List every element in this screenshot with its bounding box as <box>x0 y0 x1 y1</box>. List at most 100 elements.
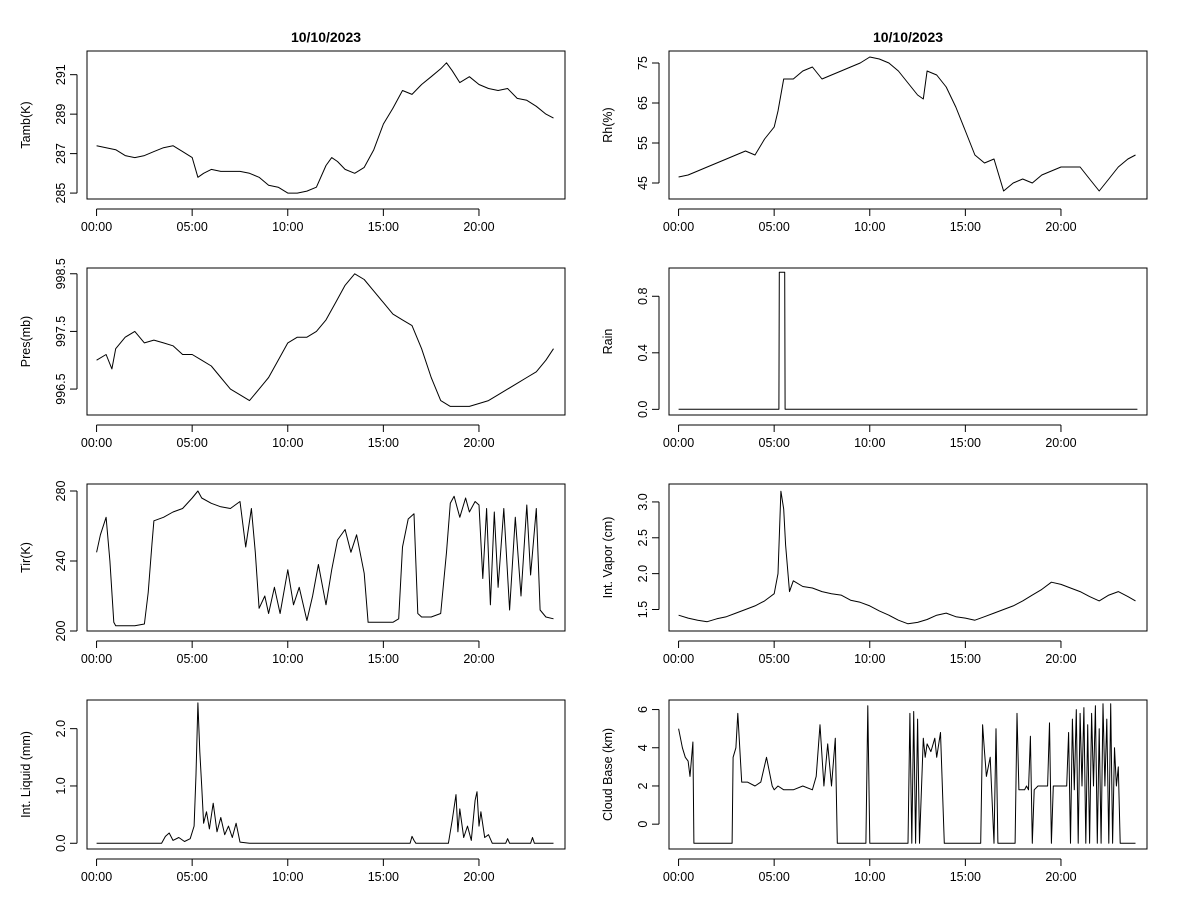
y-tick-label: 0.0 <box>54 835 68 852</box>
data-point <box>484 837 485 838</box>
data-point <box>532 837 533 838</box>
data-point <box>984 751 985 752</box>
x-tick-label: 00:00 <box>81 436 112 450</box>
data-point <box>459 517 460 518</box>
data-point <box>927 619 928 620</box>
x-tick-label: 05:00 <box>177 220 208 234</box>
data-point <box>113 622 114 623</box>
series-line-tir <box>96 490 554 627</box>
x-tick-label: 00:00 <box>663 870 694 884</box>
data-point <box>125 337 126 338</box>
data-point <box>1102 703 1103 704</box>
data-point <box>331 569 332 570</box>
x-tick-label: 15:00 <box>368 220 399 234</box>
data-point <box>785 544 786 545</box>
x-tick-label: 05:00 <box>759 220 790 234</box>
data-point <box>203 173 204 174</box>
data-point <box>431 76 432 77</box>
data-point <box>783 509 784 510</box>
y-tick-label: 0.8 <box>636 288 650 305</box>
x-tick-label: 20:00 <box>463 652 494 666</box>
data-point <box>220 817 221 818</box>
data-point <box>125 155 126 156</box>
data-point <box>888 62 889 63</box>
y-tick-label: 55 <box>636 136 650 150</box>
data-point <box>106 517 107 518</box>
data-point <box>398 618 399 619</box>
data-point <box>1099 600 1100 601</box>
data-point <box>478 403 479 404</box>
data-point <box>421 84 422 85</box>
data-point <box>732 843 733 844</box>
data-point <box>354 173 355 174</box>
data-point <box>802 70 803 71</box>
data-point <box>1047 785 1048 786</box>
data-point <box>230 389 231 390</box>
data-point <box>356 534 357 535</box>
data-point <box>1108 843 1109 844</box>
data-point <box>316 331 317 332</box>
x-tick-label: 10:00 <box>854 436 885 450</box>
data-point <box>172 511 173 512</box>
data-point <box>230 171 231 172</box>
data-point <box>1112 843 1113 844</box>
data-point <box>446 552 447 553</box>
data-point <box>1097 843 1098 844</box>
x-tick-label: 10:00 <box>272 436 303 450</box>
data-point <box>402 319 403 320</box>
y-axis-label: Int. Vapor (cm) <box>601 517 615 599</box>
x-tick-label: 20:00 <box>463 870 494 884</box>
data-point <box>224 834 225 835</box>
data-point <box>879 58 880 59</box>
data-point <box>955 843 956 844</box>
data-point <box>1034 789 1035 790</box>
data-point <box>172 345 173 346</box>
data-point <box>1030 736 1031 737</box>
plot-title: 10/10/2023 <box>291 29 361 45</box>
data-point <box>96 145 97 146</box>
data-point <box>478 504 479 505</box>
data-point <box>115 348 116 349</box>
data-point <box>783 78 784 79</box>
data-point <box>192 157 193 158</box>
data-point <box>793 580 794 581</box>
data-point <box>747 782 748 783</box>
data-point <box>345 285 346 286</box>
series-line-pres <box>96 273 554 407</box>
data-point <box>997 843 998 844</box>
data-point <box>392 314 393 315</box>
data-point <box>197 177 198 178</box>
data-point <box>379 622 380 623</box>
data-point <box>494 511 495 512</box>
plot-frame-vapor <box>668 483 1148 632</box>
data-point <box>278 360 279 361</box>
y-tick-label: 2.0 <box>636 565 650 582</box>
data-point <box>837 843 838 844</box>
data-point <box>716 618 717 619</box>
data-point <box>850 600 851 601</box>
data-point <box>530 843 531 844</box>
data-point <box>325 319 326 320</box>
data-point <box>455 794 456 795</box>
panel-rh: 10/10/2023 Rh(%) 00:00 05:00 10:00 15:00 20:00… <box>601 29 1148 234</box>
data-point <box>917 719 918 720</box>
data-point <box>707 166 708 167</box>
data-point <box>955 616 956 617</box>
data-point <box>784 272 785 273</box>
data-point <box>239 842 240 843</box>
data-point <box>297 337 298 338</box>
data-point <box>974 620 975 621</box>
y-axis-label: Tir(K) <box>19 542 33 573</box>
plot-frame-rh <box>668 50 1148 200</box>
data-point <box>201 360 202 361</box>
y-tick-label: 287 <box>54 143 68 164</box>
y-tick-label: 75 <box>636 56 650 70</box>
x-tick-label: 15:00 <box>950 652 981 666</box>
data-point <box>134 625 135 626</box>
data-point <box>345 169 346 170</box>
data-point <box>106 147 107 148</box>
data-point <box>1101 843 1102 844</box>
data-point <box>280 613 281 614</box>
data-point <box>415 843 416 844</box>
